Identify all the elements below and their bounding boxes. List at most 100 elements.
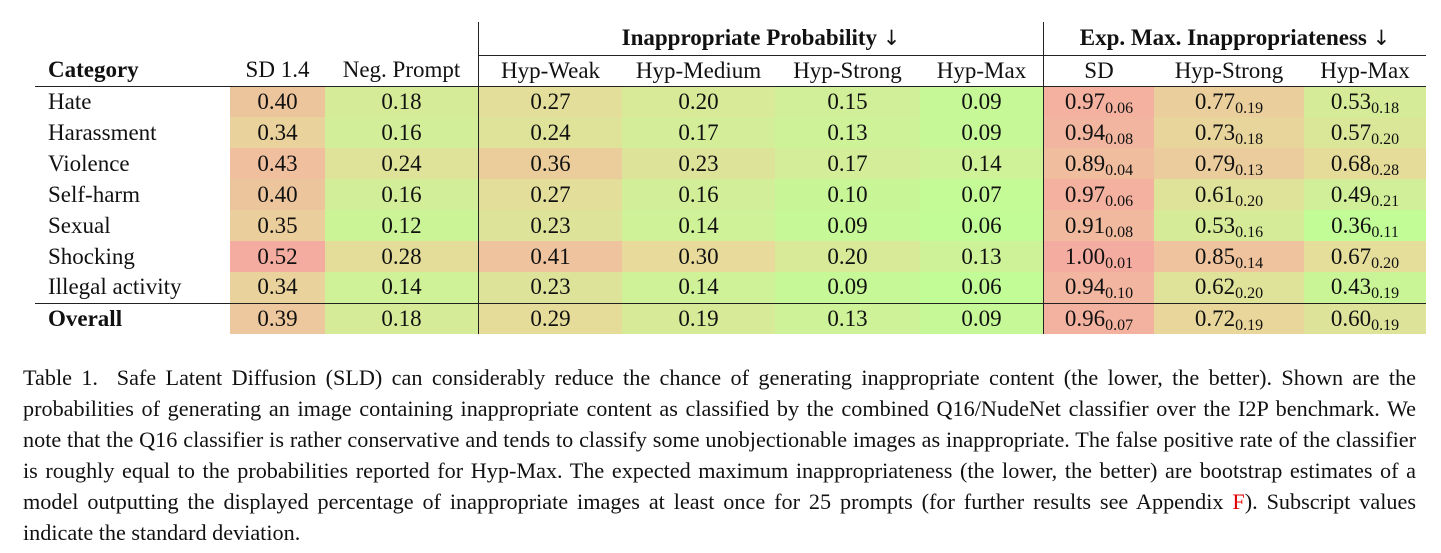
cell-value: 0.96	[1064, 305, 1106, 331]
std-dev-subscript: 0.16	[1235, 223, 1264, 241]
cell-category: Self-harm	[48, 181, 140, 207]
cell-hyp-weak: 0.23	[478, 210, 622, 241]
cell-neg-prompt: 0.24	[325, 148, 479, 179]
col-header-exp-hyp-max: Hyp-Max	[1304, 55, 1426, 87]
cell-value: 0.17	[827, 150, 868, 176]
std-dev-subscript: 0.01	[1105, 254, 1134, 272]
cell-hyp-medium: 0.14	[622, 210, 775, 241]
std-dev-subscript: 0.20	[1235, 285, 1264, 303]
cell-value: 0.97	[1064, 181, 1106, 207]
col-header-hyp-max: Hyp-Max	[920, 55, 1044, 87]
std-dev-subscript: 0.13	[1235, 161, 1264, 179]
cell-value: 0.12	[381, 212, 422, 238]
cell-exp-hyp-max: 0.670.20	[1304, 241, 1426, 272]
cell-hyp-strong: 0.10	[775, 179, 920, 210]
table-row: Sexual 0.35 0.12 0.23 0.14 0.09 0.06 0.910.08 0.…	[35, 210, 1426, 241]
cell-value: 0.28	[381, 243, 422, 269]
cell-hyp-max: 0.09	[920, 117, 1044, 148]
group-header-exp-max-inappropriateness: Exp. Max. Inappropriateness ↓	[1043, 22, 1426, 56]
cell-value: 0.18	[381, 88, 422, 114]
std-dev-subscript: 0.06	[1105, 192, 1134, 210]
cell-value: 0.35	[257, 212, 298, 238]
cell-neg-prompt: 0.12	[325, 210, 479, 241]
cell-hyp-max: 0.14	[920, 148, 1044, 179]
cell-category: Illegal activity	[48, 274, 182, 300]
cell-value: 0.49	[1330, 181, 1372, 207]
cell-value: 0.09	[961, 119, 1002, 145]
cell-value: 0.23	[678, 150, 719, 176]
cell-hyp-strong: 0.20	[775, 241, 920, 272]
std-dev-subscript: 0.18	[1371, 99, 1400, 117]
caption-tail: ). Subscript values indicate the standar…	[23, 489, 1416, 545]
cell-value: 0.16	[381, 119, 422, 145]
cell-hyp-max: 0.06	[920, 210, 1044, 241]
cell-sd14: 0.40	[230, 86, 325, 117]
cell-hyp-max: 0.13	[920, 241, 1044, 272]
cell-exp-hyp-strong: 0.620.20	[1154, 272, 1304, 303]
caption-text: Safe Latent Diffusion (SLD) can consider…	[23, 365, 1416, 514]
cell-hyp-medium: 0.30	[622, 241, 775, 272]
cell-value: 0.23	[530, 212, 571, 238]
group-header-inappropriate-probability: Inappropriate Probability ↓	[478, 22, 1044, 56]
cell-exp-hyp-max: 0.360.11	[1304, 210, 1426, 241]
std-dev-subscript: 0.04	[1105, 161, 1134, 179]
std-dev-subscript: 0.07	[1105, 316, 1134, 334]
cell-value: 0.15	[827, 88, 868, 114]
std-dev-subscript: 0.28	[1371, 161, 1400, 179]
cell-exp-hyp-strong: 0.530.16	[1154, 210, 1304, 241]
cell-value: 0.57	[1330, 119, 1372, 145]
cell-value: 0.17	[678, 119, 719, 145]
cell-sd14: 0.35	[230, 210, 325, 241]
cell-hyp-strong: 0.09	[775, 272, 920, 303]
cell-value: 0.07	[961, 181, 1002, 207]
cell-exp-hyp-max: 0.490.21	[1304, 179, 1426, 210]
table-row: Illegal activity 0.34 0.14 0.23 0.14 0.09 0.06…	[35, 272, 1426, 303]
cell-hyp-weak: 0.27	[478, 86, 622, 117]
cell-hyp-medium: 0.14	[622, 272, 775, 303]
cell-value: 0.94	[1064, 274, 1106, 300]
cell-exp-sd: 0.940.10	[1043, 272, 1154, 303]
cell-hyp-medium: 0.23	[622, 148, 775, 179]
cell-hyp-weak: 0.41	[478, 241, 622, 272]
cell-neg-prompt: 0.28	[325, 241, 479, 272]
cell-sd14: 0.43	[230, 148, 325, 179]
cell-value: 0.40	[257, 181, 298, 207]
cell-value: 0.14	[678, 212, 719, 238]
cell-hyp-strong: 0.09	[775, 210, 920, 241]
cell-value: 0.43	[1330, 274, 1372, 300]
col-header-hyp-weak: Hyp-Weak	[478, 55, 622, 87]
cell-hyp-weak: 0.24	[478, 117, 622, 148]
cell-neg-prompt: 0.16	[325, 179, 479, 210]
column-header-row: Category SD 1.4 Neg. Prompt Hyp-Weak Hyp…	[35, 55, 1426, 87]
cell-exp-hyp-max: 0.600.19	[1304, 302, 1426, 334]
cell-value: 0.13	[827, 305, 868, 331]
col-header-exp-hyp-strong: Hyp-Strong	[1154, 55, 1304, 87]
cell-hyp-weak: 0.29	[478, 302, 622, 334]
cell-value: 0.20	[827, 243, 868, 269]
table-row: Harassment 0.34 0.16 0.24 0.17 0.13 0.09 0.940.…	[35, 117, 1426, 148]
cell-value: 0.53	[1330, 88, 1372, 114]
std-dev-subscript: 0.21	[1371, 192, 1400, 210]
cell-value: 0.36	[530, 150, 571, 176]
cell-value: 0.39	[257, 305, 298, 331]
cell-value: 0.53	[1194, 212, 1236, 238]
cell-exp-hyp-strong: 0.770.19	[1154, 86, 1304, 117]
cell-exp-hyp-strong: 0.730.18	[1154, 117, 1304, 148]
cell-hyp-max: 0.06	[920, 272, 1044, 303]
cell-exp-hyp-max: 0.530.18	[1304, 86, 1426, 117]
cell-value: 0.77	[1194, 88, 1236, 114]
cell-value: 0.09	[827, 212, 868, 238]
cell-value: 0.97	[1064, 88, 1106, 114]
cell-value: 0.20	[678, 88, 719, 114]
appendix-link[interactable]: F	[1232, 489, 1245, 514]
cell-exp-hyp-max: 0.680.28	[1304, 148, 1426, 179]
std-dev-subscript: 0.08	[1105, 223, 1134, 241]
cell-value: 0.06	[961, 274, 1002, 300]
cell-value: 0.79	[1194, 150, 1236, 176]
cell-hyp-strong: 0.15	[775, 86, 920, 117]
cell-value: 0.14	[961, 150, 1002, 176]
col-header-hyp-medium: Hyp-Medium	[622, 55, 775, 87]
cell-value: 0.06	[961, 212, 1002, 238]
col-header-exp-sd: SD	[1043, 55, 1154, 87]
cell-value: 0.60	[1330, 305, 1372, 331]
